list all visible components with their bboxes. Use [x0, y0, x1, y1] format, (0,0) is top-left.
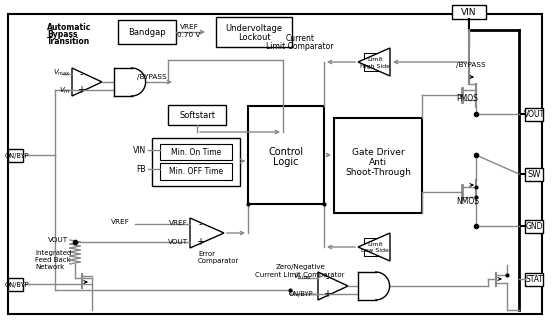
Bar: [160, 163, 232, 180]
Text: -: -: [198, 219, 202, 229]
Bar: [525, 168, 543, 181]
Text: Undervoltage: Undervoltage: [225, 24, 283, 33]
Bar: [168, 105, 226, 125]
Text: Lockout: Lockout: [238, 33, 270, 42]
Text: SW: SW: [527, 170, 541, 179]
Polygon shape: [114, 68, 146, 96]
Text: Shoot-Through: Shoot-Through: [345, 167, 411, 176]
Text: VREF: VREF: [179, 24, 198, 30]
Text: Network: Network: [35, 264, 64, 270]
Text: Feed Back: Feed Back: [35, 257, 71, 263]
Bar: [452, 5, 486, 19]
Text: FB: FB: [136, 165, 146, 174]
Text: GND: GND: [525, 222, 543, 231]
Text: ON/BYP: ON/BYP: [289, 291, 313, 297]
Text: Bypass: Bypass: [47, 30, 78, 39]
Bar: [118, 20, 176, 44]
Bar: [525, 108, 543, 121]
Text: STAT: STAT: [525, 275, 543, 284]
Polygon shape: [190, 218, 224, 248]
Bar: [248, 106, 324, 204]
Text: Current: Current: [285, 33, 315, 43]
Text: Min. OFF Time: Min. OFF Time: [169, 167, 223, 176]
Text: Control: Control: [269, 147, 304, 157]
Text: Bandgap: Bandgap: [128, 27, 166, 36]
Text: VREF: VREF: [170, 220, 188, 226]
Text: VOUT: VOUT: [168, 239, 188, 245]
Text: Current Limit Comparator: Current Limit Comparator: [255, 272, 345, 278]
Text: Zero/Negative: Zero/Negative: [275, 264, 325, 270]
Bar: [8, 278, 23, 291]
Bar: [334, 118, 422, 213]
Bar: [525, 220, 543, 233]
Polygon shape: [318, 272, 348, 300]
Text: Logic: Logic: [273, 157, 299, 167]
Bar: [152, 138, 240, 186]
Text: -: -: [79, 69, 83, 79]
Polygon shape: [358, 48, 390, 76]
Text: Gate Driver: Gate Driver: [352, 147, 404, 156]
Bar: [160, 144, 232, 160]
Text: 0.70 V: 0.70 V: [177, 32, 201, 38]
Text: Softstart: Softstart: [179, 110, 215, 119]
Polygon shape: [358, 233, 390, 261]
Text: ON/BYP: ON/BYP: [5, 153, 29, 158]
Text: PMOS: PMOS: [456, 93, 478, 102]
Text: NMOS: NMOS: [456, 197, 479, 206]
Text: +: +: [77, 85, 85, 95]
Bar: [364, 238, 386, 256]
Text: VIN: VIN: [133, 146, 146, 155]
Text: Comparator: Comparator: [198, 258, 239, 264]
Text: $V_{timer}$: $V_{timer}$: [293, 272, 313, 282]
Text: ON/BYP: ON/BYP: [5, 281, 29, 288]
Bar: [525, 273, 543, 286]
Text: Limit Comparator: Limit Comparator: [266, 42, 334, 51]
Text: High Side: High Side: [360, 63, 390, 69]
Text: Min. On Time: Min. On Time: [171, 147, 221, 156]
Text: Error: Error: [198, 251, 215, 257]
Text: $V_{max}$: $V_{max}$: [53, 68, 70, 78]
Text: Anti: Anti: [369, 157, 387, 166]
Text: Automatic: Automatic: [47, 23, 91, 32]
Text: -: -: [325, 273, 329, 283]
Text: /BYPASS: /BYPASS: [137, 74, 167, 80]
Text: Limit: Limit: [367, 56, 383, 62]
Bar: [8, 149, 23, 162]
Text: Integrated: Integrated: [35, 250, 71, 256]
Text: Low Side: Low Side: [361, 249, 389, 253]
Text: VOUT: VOUT: [524, 110, 545, 119]
Bar: [364, 53, 386, 71]
Text: $V_{in}$: $V_{in}$: [59, 86, 70, 96]
Text: Transition: Transition: [47, 36, 90, 45]
Bar: [216, 17, 292, 47]
Text: +: +: [196, 237, 204, 247]
Polygon shape: [72, 68, 102, 96]
Text: VOUT: VOUT: [48, 237, 68, 243]
Text: Limit: Limit: [367, 242, 383, 247]
Polygon shape: [358, 272, 389, 300]
Text: /BYPASS: /BYPASS: [456, 62, 486, 68]
Text: VREF: VREF: [111, 219, 130, 225]
Text: +: +: [323, 289, 331, 299]
Text: VIN: VIN: [461, 7, 477, 16]
